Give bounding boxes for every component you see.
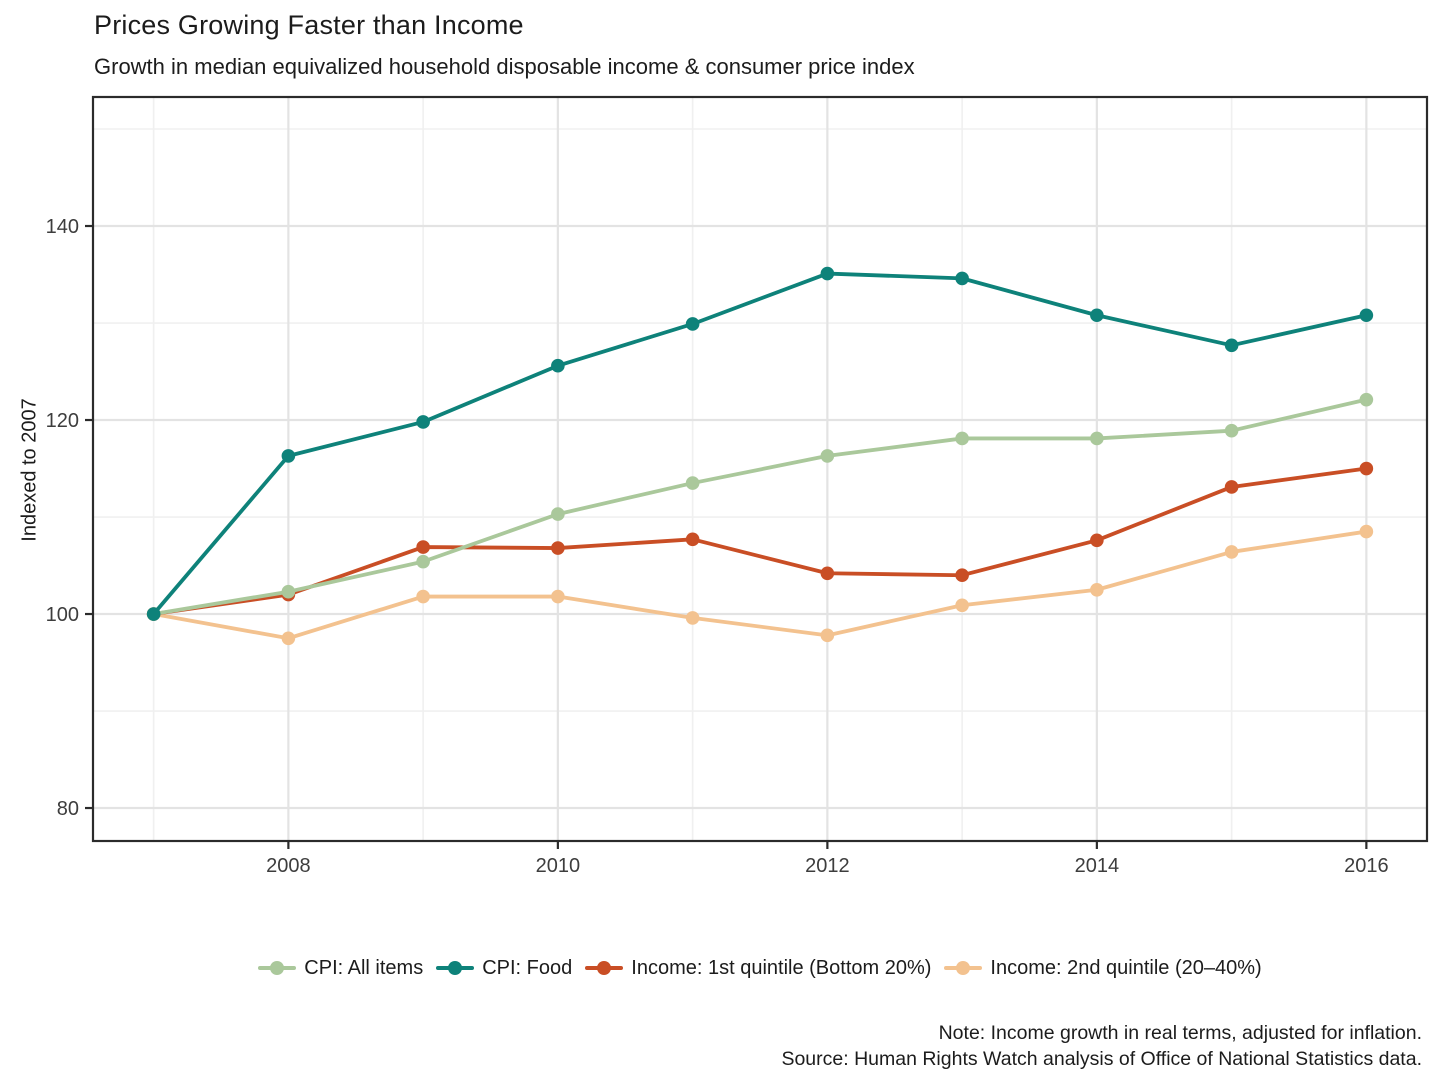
- data-point: [281, 584, 296, 599]
- x-tick-label: 2014: [1075, 855, 1120, 877]
- legend-item-income-2nd-quintile: Income: 2nd quintile (20–40%): [944, 956, 1262, 980]
- data-point: [820, 449, 835, 463]
- x-tick-label: 2008: [266, 855, 311, 877]
- data-point: [820, 566, 835, 581]
- y-tick-label: 120: [46, 410, 79, 432]
- x-axis: 2008 2010 2012 2014 2016: [266, 841, 1389, 877]
- chart-legend: CPI: All items CPI: Food Income: 1st qui…: [93, 948, 1427, 988]
- note-line: Note: Income growth in real terms, adjus…: [938, 1022, 1422, 1044]
- data-point: [685, 317, 700, 331]
- data-point: [685, 532, 700, 547]
- data-point: [955, 568, 969, 583]
- gridlines: [93, 97, 1427, 841]
- y-axis: 80 100 120 140: [46, 216, 93, 820]
- data-point: [1224, 423, 1239, 438]
- chart-title: Prices Growing Faster than Income: [94, 10, 524, 40]
- data-point: [551, 507, 565, 521]
- legend-key-icon: [436, 961, 475, 975]
- data-point: [281, 631, 296, 646]
- data-point: [685, 476, 700, 490]
- legend-key-icon: [585, 961, 624, 975]
- y-tick-label: 80: [57, 798, 79, 820]
- data-point: [955, 271, 969, 286]
- footnote: Note: Income growth in real terms, adjus…: [781, 1021, 1422, 1072]
- series-cpi-food: [146, 266, 1374, 621]
- data-point: [685, 611, 700, 625]
- data-point: [416, 589, 430, 604]
- y-tick-label: 100: [46, 604, 79, 626]
- data-point: [146, 607, 161, 621]
- data-point: [1224, 545, 1239, 559]
- source-line: Source: Human Rights Watch analysis of O…: [781, 1047, 1422, 1070]
- data-point: [1090, 431, 1104, 446]
- series-income-2nd-quintile-20-40: [146, 524, 1374, 646]
- series-group: [146, 266, 1374, 646]
- y-tick-label: 140: [46, 216, 79, 238]
- panel-border: [91, 95, 1429, 843]
- line-chart-canvas: 80 100 120 140 2008 2010 2012 2014 2016: [46, 95, 1429, 877]
- legend-label: CPI: All items: [304, 956, 424, 979]
- data-point: [416, 540, 430, 554]
- x-tick-label: 2012: [805, 855, 850, 877]
- data-point: [1224, 338, 1239, 353]
- data-point: [1359, 392, 1374, 407]
- legend-label: Income: 2nd quintile (20–40%): [990, 956, 1262, 979]
- legend-dot-icon: [956, 961, 971, 975]
- legend-item-cpi-food: CPI: Food: [436, 957, 572, 980]
- data-point: [281, 449, 296, 463]
- data-point: [416, 554, 430, 569]
- data-point: [955, 431, 969, 446]
- legend-dot-icon: [597, 961, 612, 975]
- data-point: [1224, 480, 1239, 494]
- data-point: [955, 598, 969, 613]
- legend-label: CPI: Food: [482, 956, 573, 979]
- series-income-1st-quintile-bottom-20: [146, 461, 1374, 621]
- data-point: [1090, 308, 1104, 323]
- data-point: [820, 266, 835, 281]
- legend-key-icon: [944, 961, 983, 975]
- legend-item-income-1st-quintile: Income: 1st quintile (Bottom 20%): [585, 957, 931, 980]
- data-point: [820, 628, 835, 643]
- data-point: [1090, 533, 1104, 548]
- data-point: [551, 358, 565, 373]
- legend-item-cpi-all-items: CPI: All items: [258, 957, 423, 980]
- x-tick-label: 2016: [1344, 855, 1389, 877]
- data-point: [1359, 308, 1374, 323]
- data-point: [551, 541, 565, 555]
- chart-subtitle: Growth in median equivalized household d…: [94, 54, 915, 79]
- legend-label: Income: 1st quintile (Bottom 20%): [631, 956, 932, 979]
- series-cpi-all-items: [146, 392, 1374, 621]
- data-point: [1090, 582, 1104, 597]
- legend-dot-icon: [448, 961, 463, 975]
- data-point: [416, 415, 430, 429]
- legend-key-icon: [258, 961, 297, 975]
- data-point: [551, 589, 565, 604]
- legend-dot-icon: [270, 961, 285, 975]
- data-point: [1359, 461, 1374, 476]
- data-point: [1359, 524, 1374, 539]
- x-tick-label: 2010: [536, 855, 581, 877]
- y-axis-title: Indexed to 2007: [18, 398, 41, 542]
